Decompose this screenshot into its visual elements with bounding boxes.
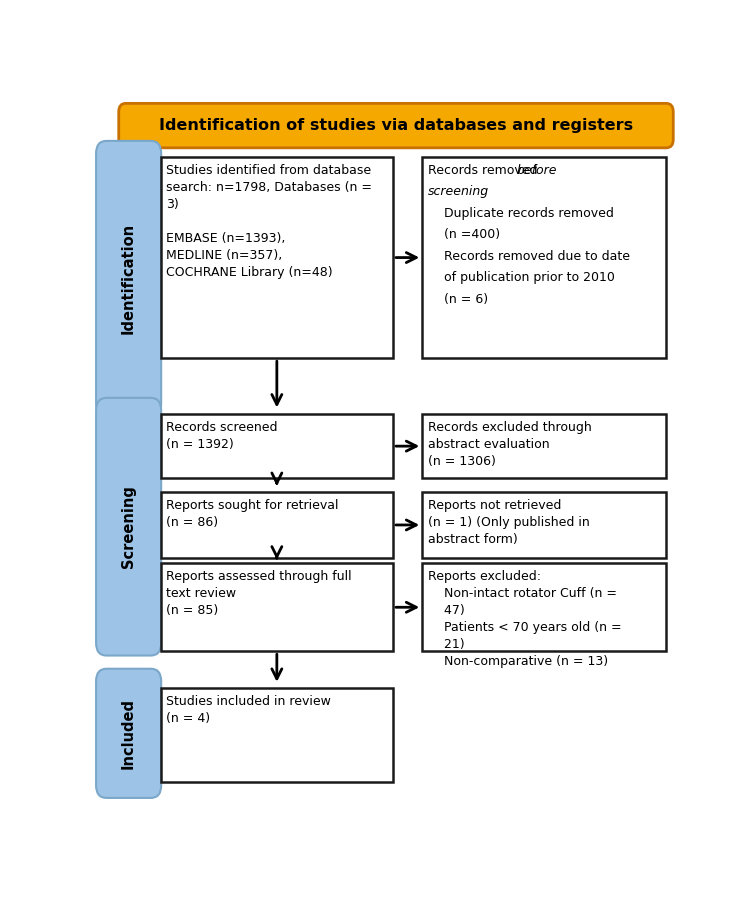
Text: Records removed: Records removed — [428, 164, 542, 177]
FancyBboxPatch shape — [96, 141, 161, 416]
Text: Records excluded through
abstract evaluation
(n = 1306): Records excluded through abstract evalua… — [428, 420, 592, 468]
Text: Records screened
(n = 1392): Records screened (n = 1392) — [166, 420, 278, 451]
Text: Studies included in review
(n = 4): Studies included in review (n = 4) — [166, 695, 332, 725]
Bar — [422, 492, 666, 557]
Text: screening: screening — [428, 185, 489, 198]
Text: Identification of studies via databases and registers: Identification of studies via databases … — [159, 118, 633, 133]
Text: Duplicate records removed: Duplicate records removed — [444, 207, 614, 220]
Text: (n = 6): (n = 6) — [444, 293, 488, 306]
Text: (n =400): (n =400) — [444, 228, 500, 242]
Bar — [160, 563, 393, 651]
Text: Reports excluded:
    Non-intact rotator Cuff (n =
    47)
    Patients < 70 yea: Reports excluded: Non-intact rotator Cuf… — [428, 570, 622, 668]
Bar — [160, 688, 393, 782]
Text: before: before — [517, 164, 557, 177]
Bar — [422, 563, 666, 651]
Text: Identification: Identification — [122, 223, 136, 334]
Text: Screening: Screening — [122, 485, 136, 568]
Bar — [160, 414, 393, 478]
Text: :: : — [480, 185, 484, 198]
FancyBboxPatch shape — [96, 398, 161, 656]
FancyBboxPatch shape — [118, 104, 674, 148]
Text: Included: Included — [122, 698, 136, 769]
Bar — [160, 157, 393, 358]
Text: Reports sought for retrieval
(n = 86): Reports sought for retrieval (n = 86) — [166, 500, 339, 529]
Text: Reports assessed through full
text review
(n = 85): Reports assessed through full text revie… — [166, 570, 352, 617]
Bar — [422, 414, 666, 478]
Bar — [160, 492, 393, 557]
Text: Reports not retrieved
(n = 1) (Only published in
abstract form): Reports not retrieved (n = 1) (Only publ… — [428, 500, 590, 547]
Bar — [422, 157, 666, 358]
Text: of publication prior to 2010: of publication prior to 2010 — [444, 272, 615, 284]
Text: Studies identified from database
search: n=1798, Databases (n =
3)

EMBASE (n=13: Studies identified from database search:… — [166, 164, 373, 279]
FancyBboxPatch shape — [96, 668, 161, 798]
Text: Records removed due to date: Records removed due to date — [444, 250, 630, 262]
